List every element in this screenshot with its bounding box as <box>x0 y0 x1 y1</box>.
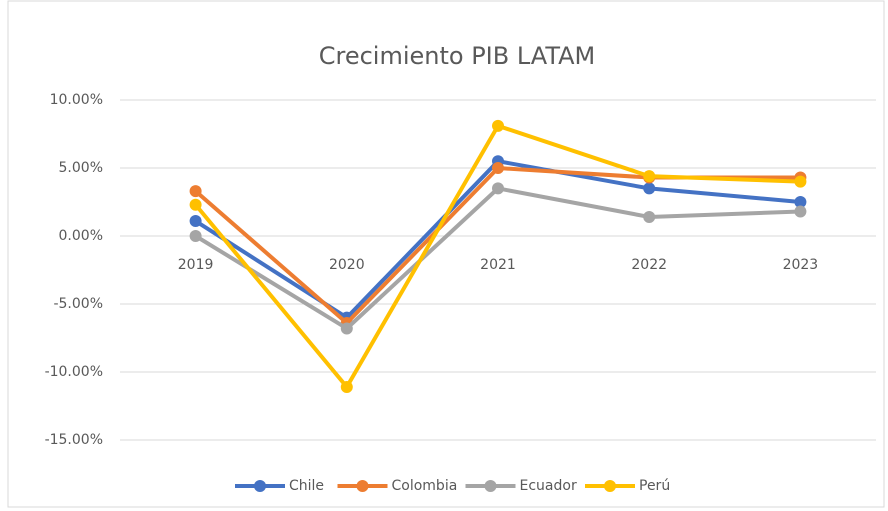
chart-title: Crecimiento PIB LATAM <box>319 42 596 70</box>
data-point <box>189 230 202 242</box>
legend-marker <box>356 480 369 492</box>
chart-frame <box>7 0 885 508</box>
data-point <box>643 182 656 195</box>
x-tick-label: 2020 <box>329 257 365 273</box>
legend-label: Perú <box>639 478 670 494</box>
y-tick-label: -5.00% <box>53 296 103 312</box>
data-point <box>643 210 656 223</box>
x-tick-label: 2019 <box>178 257 214 273</box>
y-tick-label: 5.00% <box>59 160 103 176</box>
x-tick-label: 2023 <box>783 257 819 273</box>
legend-marker <box>254 480 266 492</box>
data-point <box>794 205 807 218</box>
legend-label: Colombia <box>392 478 458 494</box>
data-point <box>340 380 353 393</box>
data-point <box>643 170 656 183</box>
data-point <box>492 162 504 174</box>
legend-label: Ecuador <box>520 478 577 494</box>
data-point <box>340 322 353 335</box>
data-point <box>794 196 807 208</box>
x-tick-label: 2021 <box>480 257 516 273</box>
y-tick-label: 0.00% <box>59 228 103 244</box>
data-point <box>189 198 202 211</box>
x-tick-label: 2022 <box>631 257 667 273</box>
data-point <box>492 119 504 132</box>
y-tick-label: -10.00% <box>45 364 103 380</box>
data-point <box>492 182 504 195</box>
data-point <box>189 215 202 228</box>
data-point <box>189 185 202 198</box>
legend-label: Chile <box>289 478 324 494</box>
data-point <box>794 175 807 188</box>
y-tick-label: -15.00% <box>45 432 103 448</box>
y-tick-label: 10.00% <box>50 92 103 108</box>
legend-marker <box>484 480 497 492</box>
legend-marker <box>604 480 616 492</box>
